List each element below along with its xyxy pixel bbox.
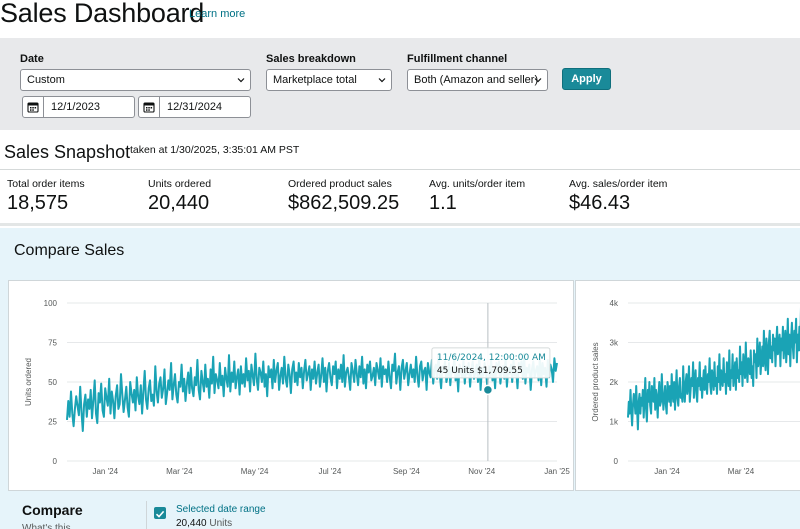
tooltip-point <box>482 384 494 396</box>
fulfillment-channel-select[interactable]: Both (Amazon and seller) <box>407 69 548 91</box>
sales-snapshot-title: Sales Snapshot <box>4 142 131 162</box>
page-header: Sales Dashboard Learn more <box>0 0 800 36</box>
metric-label: Avg. sales/order item <box>569 178 668 190</box>
selected-units-value: 20,440 <box>176 518 207 529</box>
x-tick-label: Jul '24 <box>318 467 341 476</box>
sales-breakdown-label: Sales breakdown <box>266 53 356 65</box>
x-tick-label: Nov '24 <box>468 467 495 476</box>
date-field-separator <box>43 97 44 117</box>
metric-label: Total order items <box>7 178 85 190</box>
selected-units-unit: Units <box>209 518 233 529</box>
date-field-separator <box>159 97 160 117</box>
y-tick-label: 50 <box>48 378 57 387</box>
units-ordered-chart[interactable]: 0 25 50 75 100 Units ordered Jan '24 Mar '24 May… <box>8 280 574 491</box>
date-label: Date <box>20 53 44 65</box>
calendar-icon <box>143 102 155 113</box>
page-title: Sales Dashboard <box>0 0 205 28</box>
fulfillment-channel-value: Both (Amazon and seller) <box>414 74 539 86</box>
y-tick-label: 3k <box>610 339 619 348</box>
chevron-down-icon <box>237 78 245 83</box>
chevron-down-icon <box>534 78 542 83</box>
fulfillment-channel-label: Fulfillment channel <box>407 53 508 65</box>
start-date-value: 12/1/2023 <box>51 101 100 113</box>
end-date-value: 12/31/2024 <box>167 101 223 113</box>
x-tick-label: Sep '24 <box>393 467 420 476</box>
start-date-field[interactable]: 12/1/2023 <box>22 96 135 118</box>
metric-value: 18,575 <box>7 192 69 214</box>
selected-range-value: 20,440 Units <box>176 518 232 529</box>
ordered-product-sales-chart-svg: 0 1k 2k 3k 4k Ordered product sales Jan '24 Mar… <box>591 299 800 476</box>
checkmark-icon <box>155 510 165 518</box>
tooltip-value: 45 Units $1,709.55 <box>437 366 523 376</box>
compare-sales-title: Compare Sales <box>14 242 125 259</box>
y-tick-label: 0 <box>614 457 619 466</box>
compare-help-link[interactable]: What's this <box>22 523 71 529</box>
section-divider <box>0 223 800 226</box>
sales-breakdown-value: Marketplace total <box>273 74 357 86</box>
metric-value: $46.43 <box>569 192 631 214</box>
y-tick-label: 2k <box>610 378 619 387</box>
apply-button[interactable]: Apply <box>562 68 611 90</box>
x-tick-label: May '24 <box>241 467 269 476</box>
x-tick-label: Jan '24 <box>92 467 118 476</box>
chevron-down-icon <box>378 78 386 83</box>
metric-ordered-product-sales: Ordered product sales $862,509.25 <box>288 178 399 215</box>
y-tick-label: 75 <box>48 339 57 348</box>
selected-range-checkbox[interactable] <box>154 507 166 519</box>
y-tick-label: 0 <box>53 457 58 466</box>
ordered-product-sales-chart[interactable]: 0 1k 2k 3k 4k Ordered product sales Jan '24 Mar… <box>575 280 800 491</box>
y-tick-label: 100 <box>44 299 58 308</box>
metric-avg-sales-per-order-item: Avg. sales/order item $46.43 <box>569 178 667 215</box>
sales-snapshot-header: Sales Snapshot taken at 1/30/2025, 3:35:… <box>0 132 800 170</box>
compare-divider <box>146 501 147 529</box>
x-tick-label: Jan '25 <box>544 467 570 476</box>
x-tick-label: Jan '24 <box>654 467 680 476</box>
metric-total-order-items: Total order items 18,575 <box>7 178 85 215</box>
metric-label: Avg. units/order item <box>429 178 526 190</box>
compare-label: Compare <box>22 502 83 518</box>
metric-value: 20,440 <box>148 192 210 214</box>
metric-label: Units ordered <box>148 178 212 190</box>
y-axis-title: Units ordered <box>24 358 33 406</box>
metric-value: 1.1 <box>429 192 457 214</box>
end-date-field[interactable]: 12/31/2024 <box>138 96 251 118</box>
snapshot-timestamp: taken at 1/30/2025, 3:35:01 AM PST <box>130 144 300 156</box>
y-axis-title: Ordered product sales <box>591 342 600 421</box>
metric-units-ordered: Units ordered 20,440 <box>148 178 211 215</box>
x-tick-label: Mar '24 <box>166 467 193 476</box>
learn-more-link[interactable]: Learn more <box>189 8 246 20</box>
y-tick-label: 4k <box>610 299 619 308</box>
units-ordered-chart-svg: 0 25 50 75 100 Units ordered Jan '24 Mar '24 May… <box>24 299 570 476</box>
metric-avg-units-per-order-item: Avg. units/order item 1.1 <box>429 178 525 215</box>
compare-sales-panel: Compare Sales 0 25 50 75 100 Units ordered Jan… <box>0 228 800 529</box>
date-select-value: Custom <box>27 74 65 86</box>
tooltip-date: 11/6/2024, 12:00:00 AM <box>437 353 546 363</box>
calendar-icon <box>27 102 39 113</box>
metric-label: Ordered product sales <box>288 178 392 190</box>
metric-value: $862,509.25 <box>288 192 400 214</box>
series-line <box>627 306 800 431</box>
y-tick-label: 1k <box>610 418 619 427</box>
x-tick-label: Mar '24 <box>728 467 755 476</box>
filter-bar: Date Custom 12/1/2023 12/31/2024 Sales b… <box>0 38 800 130</box>
tooltip-box <box>431 347 551 379</box>
date-select[interactable]: Custom <box>20 69 251 91</box>
y-tick-label: 25 <box>48 418 57 427</box>
selected-range-label: Selected date range <box>176 504 266 515</box>
sales-breakdown-select[interactable]: Marketplace total <box>266 69 392 91</box>
